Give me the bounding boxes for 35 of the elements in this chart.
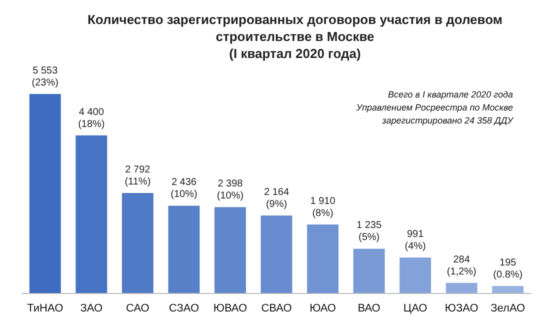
data-label: 1 910 (8%) xyxy=(310,196,336,220)
data-label: 195 (0.8%) xyxy=(493,258,523,281)
bar xyxy=(353,248,385,293)
x-tick-label: ЮАО xyxy=(310,302,336,314)
annotation: Всего в I квартале 2020 года Управлением Росреестра по Москве зарегистрировано 24 358 ДДУ xyxy=(355,90,514,126)
x-tick-label: ЗАО xyxy=(80,302,103,314)
x-tick-label: ЮВАО xyxy=(213,302,248,314)
bar xyxy=(214,207,246,293)
data-label: 2 398 (10%) xyxy=(216,178,244,202)
data-label: 4 400 (18%) xyxy=(78,106,105,130)
x-tick-label: СВАО xyxy=(261,302,292,314)
x-tick-label: ЦАО xyxy=(403,302,428,314)
x-tick-label: САО xyxy=(126,302,150,314)
bar xyxy=(492,286,524,293)
data-label: 1 235 (5%) xyxy=(356,220,382,244)
bar xyxy=(260,215,292,293)
bar xyxy=(29,94,61,293)
data-label: 2 792 (11%) xyxy=(124,164,151,188)
data-label: 2 436 (10%) xyxy=(170,177,198,200)
bar xyxy=(446,282,478,293)
bar xyxy=(76,135,108,293)
data-label: 991 (4%) xyxy=(404,228,426,252)
data-label: 5 553 (23%) xyxy=(32,66,58,89)
x-tick-label: ТиНАО xyxy=(27,302,64,314)
x-tick-label: ЗелАО xyxy=(490,302,526,314)
x-tick-label: СЗАО xyxy=(168,302,200,314)
data-label: 2 164 (9%) xyxy=(264,186,290,210)
chart-title: Количество зарегистрированных договоров участия в долевом строительстве в Москве (I квартал 2020 года) xyxy=(88,12,502,61)
bar xyxy=(400,257,432,293)
data-label: 284 (1,2%) xyxy=(446,254,476,278)
x-tick-label: ВАО xyxy=(358,302,381,314)
x-tick-label: ЮЗАО xyxy=(444,302,479,314)
bar xyxy=(307,224,339,293)
bar xyxy=(122,192,154,293)
bar xyxy=(168,206,200,293)
